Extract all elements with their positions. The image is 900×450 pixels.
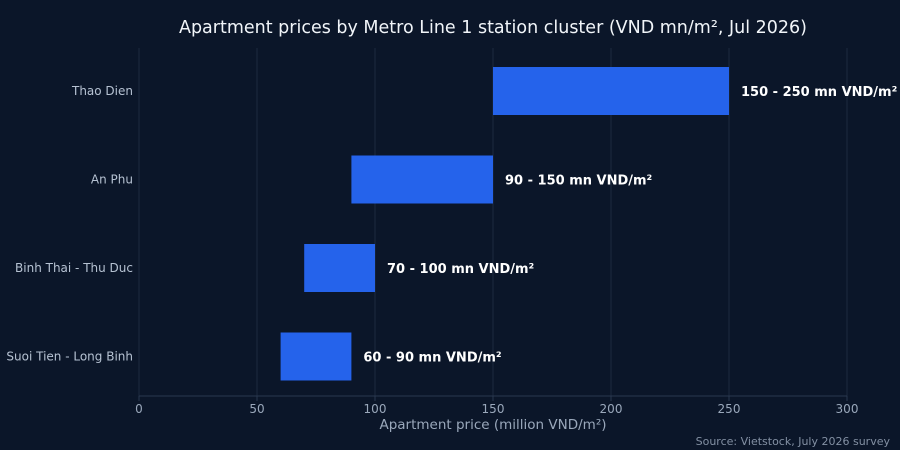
category-label-suoi-tien-long-binh: Suoi Tien - Long Binh [6,350,133,364]
category-label-an-phu: An Phu [91,173,133,187]
chart-title: Apartment prices by Metro Line 1 station… [179,18,807,38]
x-axis: 0 50 100 150 200 250 300 [135,395,859,416]
category-label-thao-dien: Thao Dien [71,84,133,98]
source-note: Source: Vietstock, July 2026 survey [696,435,891,448]
x-tick-label-250: 250 [718,402,741,416]
bar-label-an-phu: 90 - 150 mn VND/m² [505,174,652,189]
bar-binh-thai-thu-duc [304,244,375,292]
x-axis-title: Apartment price (million VND/m²) [379,417,606,433]
bar-an-phu [351,155,493,204]
category-label-binh-thai-thu-duc: Binh Thai - Thu Duc [15,261,133,275]
x-tick-label-300: 300 [836,402,859,416]
bar-thao-dien [493,67,729,115]
x-tick-label-50: 50 [249,402,264,416]
bar-label-binh-thai-thu-duc: 70 - 100 mn VND/m² [387,262,534,277]
bars: 150 - 250 mn VND/m² 90 - 150 mn VND/m² 70 … [280,67,897,381]
bar-label-thao-dien: 150 - 250 mn VND/m² [741,85,897,100]
x-tick-label-200: 200 [600,402,623,416]
category-labels: Thao Dien An Phu Binh Thai - Thu Duc Suoi T… [6,84,133,364]
x-tick-label-150: 150 [482,402,505,416]
bar-label-suoi-tien-long-binh: 60 - 90 mn VND/m² [363,351,501,366]
bar-suoi-tien-long-binh [280,332,352,381]
x-tick-label-100: 100 [364,402,387,416]
x-tick-label-0: 0 [135,402,143,416]
